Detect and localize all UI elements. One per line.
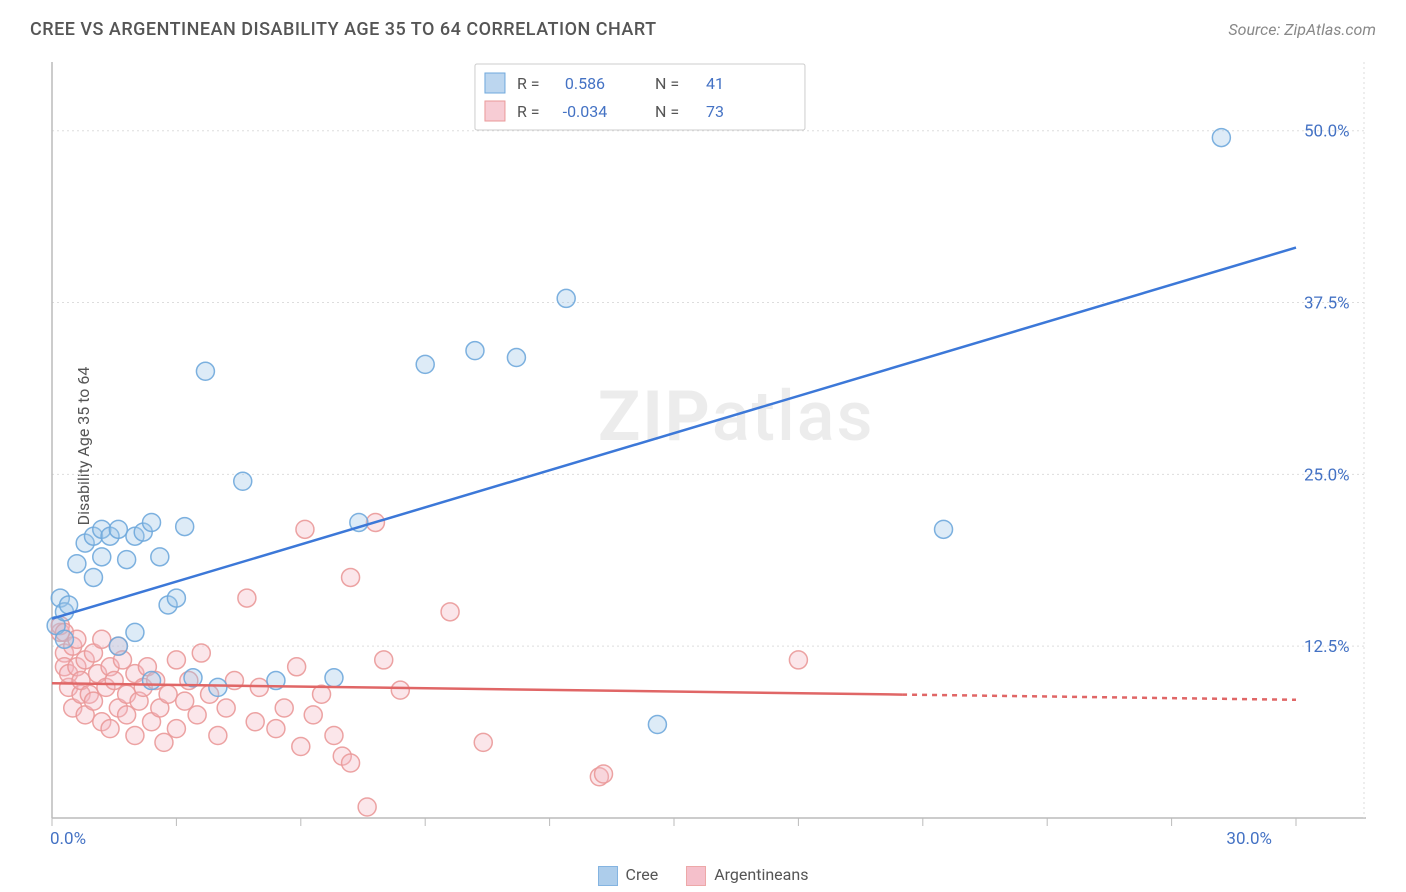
stats-r-value: 0.586	[565, 74, 605, 93]
scatter-point	[151, 548, 169, 566]
scatter-point	[93, 548, 111, 566]
scatter-point	[342, 568, 360, 586]
scatter-point	[648, 716, 666, 734]
scatter-point	[143, 672, 161, 690]
scatter-point	[109, 520, 127, 538]
scatter-point	[1212, 129, 1230, 147]
scatter-point	[358, 798, 376, 816]
x-tick-label: 30.0%	[1226, 829, 1272, 849]
scatter-point	[267, 720, 285, 738]
source-name: ZipAtlas.com	[1284, 20, 1376, 39]
scatter-point	[55, 630, 73, 648]
scatter-point	[188, 706, 206, 724]
scatter-point	[176, 518, 194, 536]
scatter-point	[234, 472, 252, 490]
scatter-point	[275, 699, 293, 717]
stats-n-label: N =	[655, 102, 679, 121]
scatter-point	[126, 623, 144, 641]
scatter-point	[296, 520, 314, 538]
scatter-point	[325, 727, 343, 745]
scatter-plot-svg: 12.5%25.0%37.5%50.0%0.0%30.0%ZIPatlasR =…	[48, 58, 1366, 844]
stats-n-value: 41	[706, 74, 724, 93]
stats-n-value: 73	[706, 102, 724, 121]
legend-label: Cree	[626, 865, 659, 884]
stats-swatch	[485, 73, 505, 93]
scatter-point	[935, 520, 953, 538]
scatter-point	[246, 713, 264, 731]
plot-area: 12.5%25.0%37.5%50.0%0.0%30.0%ZIPatlasR =…	[48, 58, 1366, 844]
source-attribution: Source: ZipAtlas.com	[1228, 20, 1376, 39]
chart-header: CREE VS ARGENTINEAN DISABILITY AGE 35 TO…	[0, 0, 1406, 48]
scatter-point	[507, 349, 525, 367]
scatter-point	[84, 568, 102, 586]
scatter-point	[93, 630, 111, 648]
scatter-point	[416, 355, 434, 373]
legend-swatch	[598, 866, 618, 886]
source-prefix: Source:	[1228, 20, 1284, 39]
trend-line-dashed	[902, 695, 1296, 700]
chart-title: CREE VS ARGENTINEAN DISABILITY AGE 35 TO…	[30, 19, 657, 40]
legend-item: Argentineans	[686, 865, 808, 886]
scatter-point	[342, 754, 360, 772]
scatter-point	[250, 678, 268, 696]
scatter-point	[441, 603, 459, 621]
scatter-point	[292, 738, 310, 756]
scatter-point	[101, 720, 119, 738]
scatter-point	[143, 513, 161, 531]
scatter-point	[557, 289, 575, 307]
trend-line-solid	[52, 683, 902, 694]
stats-r-label: R =	[517, 74, 540, 93]
scatter-point	[126, 727, 144, 745]
scatter-point	[288, 658, 306, 676]
scatter-point	[118, 551, 136, 569]
stats-swatch	[485, 101, 505, 121]
legend-label: Argentineans	[714, 865, 808, 884]
legend-item: Cree	[598, 865, 659, 886]
scatter-point	[167, 589, 185, 607]
stats-n-label: N =	[655, 74, 679, 93]
scatter-point	[209, 727, 227, 745]
scatter-point	[325, 669, 343, 687]
scatter-point	[167, 720, 185, 738]
y-tick-label: 25.0%	[1304, 465, 1350, 485]
scatter-point	[109, 637, 127, 655]
watermark: ZIPatlas	[598, 376, 875, 458]
scatter-point	[474, 733, 492, 751]
scatter-point	[159, 685, 177, 703]
chart-container: CREE VS ARGENTINEAN DISABILITY AGE 35 TO…	[0, 0, 1406, 892]
scatter-point	[595, 765, 613, 783]
scatter-point	[304, 706, 322, 724]
y-tick-label: 12.5%	[1304, 637, 1350, 657]
footer-legend: Cree Argentineans	[0, 865, 1406, 886]
stats-r-value: -0.034	[563, 102, 608, 121]
scatter-point	[391, 681, 409, 699]
scatter-point	[192, 644, 210, 662]
trend-line	[52, 248, 1296, 619]
x-tick-label: 0.0%	[50, 829, 86, 849]
scatter-point	[167, 651, 185, 669]
scatter-point	[466, 342, 484, 360]
legend-swatch	[686, 866, 706, 886]
y-tick-label: 50.0%	[1304, 122, 1350, 142]
scatter-point	[375, 651, 393, 669]
scatter-point	[209, 678, 227, 696]
y-tick-label: 37.5%	[1304, 294, 1350, 314]
scatter-point	[789, 651, 807, 669]
scatter-point	[68, 555, 86, 573]
scatter-point	[238, 589, 256, 607]
scatter-point	[196, 362, 214, 380]
scatter-point	[217, 699, 235, 717]
stats-r-label: R =	[517, 102, 540, 121]
